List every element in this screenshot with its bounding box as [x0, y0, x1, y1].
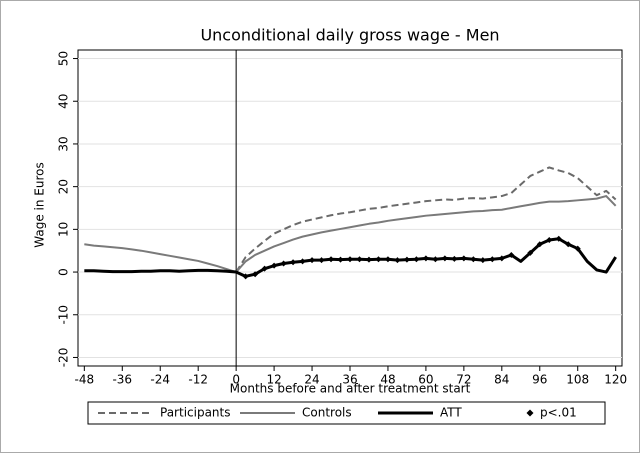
y-tick-label: -10 [57, 305, 71, 325]
significance-marker [498, 255, 505, 262]
significance-marker [299, 258, 306, 265]
significance-marker [555, 235, 562, 242]
significance-marker [574, 245, 581, 252]
legend-box [87, 401, 606, 425]
y-tick-label: 10 [57, 222, 71, 237]
x-tick-label: 96 [532, 373, 547, 387]
significance-marker [280, 260, 287, 267]
y-tick-label: 30 [57, 136, 71, 151]
y-tick-label: 50 [57, 51, 71, 66]
significance-marker [309, 257, 316, 264]
y-axis-label: Wage in Euros [33, 162, 47, 247]
significance-marker [356, 256, 363, 263]
x-tick-label: 60 [418, 373, 433, 387]
x-tick-label: -48 [75, 373, 95, 387]
significance-marker [290, 259, 297, 266]
x-axis-label: Months before and after treatment start [230, 382, 471, 396]
significance-marker [470, 256, 477, 263]
significance-marker [460, 255, 467, 262]
x-tick-label: 36 [342, 373, 357, 387]
significance-marker [242, 273, 249, 280]
significance-marker [441, 255, 448, 262]
significance-marker [508, 251, 515, 258]
significance-marker [432, 256, 439, 263]
x-tick-label: 48 [380, 373, 395, 387]
significance-marker [365, 256, 372, 263]
x-tick-label: 0 [232, 373, 240, 387]
y-tick-label: -20 [57, 348, 71, 368]
x-tick-label: 120 [604, 373, 627, 387]
significance-marker [347, 256, 353, 263]
legend-label: ATT [440, 406, 462, 420]
x-tick-label: 84 [494, 373, 509, 387]
legend-label: p<.01 [540, 406, 577, 420]
x-tick-label: -24 [150, 373, 170, 387]
significance-marker [271, 262, 278, 269]
significance-marker [489, 256, 496, 263]
x-tick-label: 108 [566, 373, 589, 387]
significance-marker [328, 256, 335, 263]
legend-symbol [526, 409, 534, 417]
significance-marker [565, 241, 572, 248]
y-tick-label: 0 [57, 268, 71, 276]
significance-marker [337, 256, 344, 263]
significance-marker [403, 256, 410, 263]
significance-marker [546, 237, 553, 244]
significance-marker [375, 256, 382, 263]
y-tick-label: 20 [57, 179, 71, 194]
x-tick-label: -12 [188, 373, 208, 387]
significance-marker [261, 265, 268, 272]
significance-marker [252, 271, 259, 278]
x-tick-label: -36 [112, 373, 132, 387]
significance-marker [318, 257, 325, 264]
x-tick-label: 72 [456, 373, 471, 387]
legend-label: Participants [160, 406, 231, 420]
series-line [235, 166, 617, 273]
significance-marker [384, 256, 391, 263]
legend-label: Controls [302, 406, 352, 420]
significance-marker [394, 257, 401, 264]
plot-area [77, 49, 623, 367]
x-tick-label: 24 [304, 373, 319, 387]
significance-marker [536, 241, 543, 248]
significance-marker [422, 255, 429, 262]
x-tick-label: 12 [266, 373, 281, 387]
significance-marker [413, 256, 420, 263]
y-tick-label: 40 [57, 94, 71, 109]
chart-title: Unconditional daily gross wage - Men [200, 26, 499, 45]
significance-marker [479, 257, 486, 264]
series-line [84, 195, 617, 274]
significance-marker [527, 249, 534, 256]
significance-marker [451, 255, 458, 262]
